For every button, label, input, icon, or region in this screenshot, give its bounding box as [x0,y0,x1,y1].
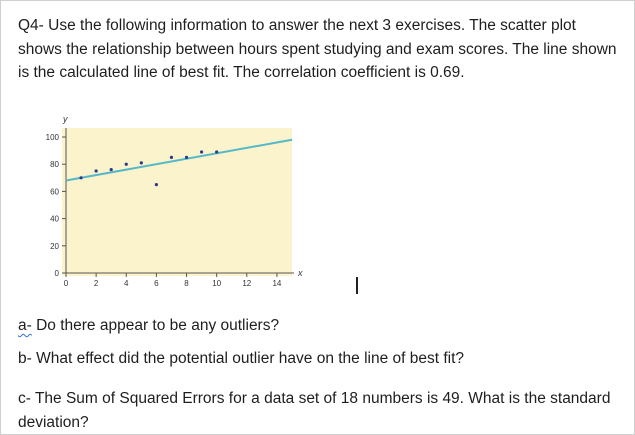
scatter-plot: 0 20 40 60 80 100 0 2 4 6 8 10 12 14 y x [46,114,303,288]
data-point [94,169,98,173]
y-tick-label: 80 [50,160,59,169]
axis-ticks: 0 20 40 60 80 100 0 2 4 6 8 10 12 14 [46,133,282,288]
x-tick-label: 10 [212,279,221,288]
x-tick-label: 2 [94,279,99,288]
question-c: c- The Sum of Squared Errors for a data … [18,390,611,431]
y-tick-label: 100 [46,133,60,142]
text-cursor [356,277,358,294]
question-a: a- Do there appear to be any outliers? [18,314,623,338]
data-point [124,162,128,166]
x-tick-label: 6 [154,279,159,288]
data-point [154,183,158,187]
data-point [79,176,83,180]
best-fit-line [65,138,293,182]
data-point [200,150,204,154]
y-axis-label: y [62,114,68,124]
x-tick-label: 12 [242,279,251,288]
data-point [139,161,143,165]
x-tick-label: 14 [272,279,281,288]
x-tick-label: 0 [64,279,69,288]
x-tick-label: 8 [184,279,189,288]
x-axis-label: x [297,268,303,278]
y-tick-label: 20 [50,242,59,251]
data-points [79,150,219,187]
x-tick-label: 4 [124,279,129,288]
problem-intro: Q4- Use the following information to ans… [18,17,617,81]
data-point [109,168,113,172]
y-tick-label: 60 [50,187,59,196]
plot-background [62,128,292,276]
question-b: b- What effect did the potential outlier… [18,350,465,367]
y-tick-label: 0 [55,269,60,278]
question-a-prefix: a- [18,317,32,334]
data-point [215,150,219,154]
question-a-text: Do there appear to be any outliers? [31,317,280,334]
data-point [184,155,189,159]
data-point [169,155,174,159]
y-tick-label: 40 [50,215,59,224]
axes [65,128,294,274]
